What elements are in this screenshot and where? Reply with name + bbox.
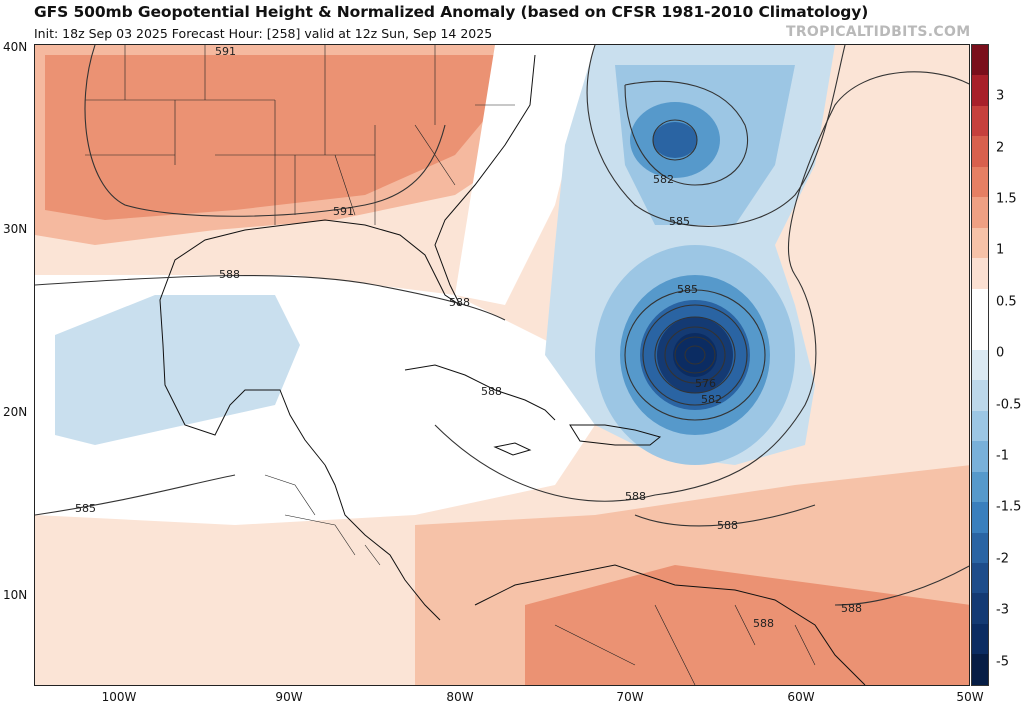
contour-labels: 591 582 585 591 588 588 585 588 576 582 …	[75, 45, 862, 630]
contour-label: 585	[677, 283, 698, 296]
map-canvas: 591 582 585 591 588 588 585 588 576 582 …	[35, 45, 969, 685]
colorbar-segment	[972, 105, 988, 137]
south-america-lines	[554, 604, 816, 685]
hispaniola-coast	[569, 424, 662, 446]
contour-label: 588	[717, 519, 738, 532]
contour-label: 588	[841, 602, 862, 615]
colorbar-segment	[972, 349, 988, 381]
colorbar-label: -5	[996, 654, 1009, 670]
colorbar-label: 2	[996, 140, 1005, 156]
central-america-lines	[264, 474, 381, 566]
contour-588-south	[634, 504, 816, 527]
cuba-coast	[404, 364, 556, 421]
contour-label: 588	[449, 296, 470, 309]
colorbar-segment	[972, 75, 988, 106]
contour-582-north	[624, 80, 749, 186]
colorbar-label: -3	[996, 602, 1009, 618]
south-america-coast	[474, 564, 866, 685]
forecast-subtitle: Init: 18z Sep 03 2025 Forecast Hour: [25…	[34, 26, 493, 41]
colorbar-label: -1	[996, 448, 1009, 464]
contour-label: 582	[653, 173, 674, 186]
height-contours	[35, 45, 969, 606]
colorbar-segment	[972, 319, 988, 350]
lon-label-90w: 90W	[275, 690, 303, 704]
anomaly-colorbar	[971, 44, 989, 686]
lon-label-100w: 100W	[101, 690, 137, 704]
contour-label: 591	[333, 205, 354, 218]
colorbar-label: 0.5	[996, 294, 1017, 310]
colorbar-label: 3	[996, 88, 1005, 104]
contour-573-low	[674, 336, 716, 374]
lon-label-80w: 80W	[446, 690, 474, 704]
brand-watermark: TROPICALTIDBITS.COM	[786, 24, 971, 40]
anomaly-neutral-east	[455, 45, 595, 305]
colorbar-segment	[972, 197, 988, 228]
contour-579-low	[654, 316, 736, 394]
colorbar-segment	[972, 166, 988, 198]
contour-label: 585	[669, 215, 690, 228]
contour-570-low	[684, 345, 706, 365]
contour-label: 591	[215, 45, 236, 58]
contour-label: 588	[219, 268, 240, 281]
colorbar-label: 1	[996, 242, 1005, 258]
lon-label-70w: 70W	[616, 690, 644, 704]
contour-north-low-center	[652, 119, 698, 161]
contour-label: 588	[753, 617, 774, 630]
colorbar-label: -2	[996, 551, 1009, 567]
lat-label-20n: 20N	[3, 405, 28, 419]
colorbar-segment	[972, 654, 988, 685]
us-state-lines	[85, 45, 515, 225]
colorbar-segment	[972, 45, 988, 76]
contour-588-se	[834, 565, 969, 606]
lon-label-50w: 50W	[956, 690, 984, 704]
colorbar-segment	[972, 227, 988, 259]
colorbar-segment	[972, 441, 988, 472]
contour-label: 576	[695, 377, 716, 390]
contour-label: 588	[625, 490, 646, 503]
contour-576-low	[664, 326, 726, 384]
north-america-coast	[159, 54, 536, 466]
colorbar-segment	[972, 136, 988, 167]
colorbar-segment	[972, 380, 988, 411]
anomaly-positive-south-core	[525, 565, 969, 685]
contour-label: 582	[701, 393, 722, 406]
contour-588-west	[35, 275, 506, 321]
jamaica-coast	[493, 442, 532, 456]
contour-585-west	[35, 474, 236, 516]
political-boundaries	[85, 45, 816, 685]
colorbar-segment	[972, 593, 988, 624]
contour-label: 588	[481, 385, 502, 398]
lat-label-40n: 40N	[3, 40, 28, 54]
anomaly-south-low-center	[673, 333, 717, 377]
anomaly-map: 591 582 585 591 588 588 585 588 576 582 …	[34, 44, 970, 686]
lat-label-10n: 10N	[3, 588, 28, 602]
anomaly-weak-negative-gulf	[55, 295, 300, 445]
colorbar-segment	[972, 410, 988, 442]
colorbar-label: 1.5	[996, 191, 1017, 207]
colorbar-label: -0.5	[996, 397, 1022, 413]
contour-585-low	[624, 289, 766, 421]
colorbar-segment	[972, 532, 988, 563]
contour-591-north	[84, 45, 446, 217]
anomaly-north-low-center	[653, 122, 697, 158]
colorbar-segment	[972, 502, 988, 533]
contour-588-east	[434, 71, 969, 502]
colorbar-segment	[972, 623, 988, 655]
contour-582-low	[642, 304, 748, 406]
coastlines	[159, 54, 866, 685]
contour-label: 585	[75, 502, 96, 515]
lat-label-30n: 30N	[3, 222, 28, 236]
colorbar-label: 0	[996, 345, 1005, 361]
lon-label-60w: 60W	[787, 690, 815, 704]
colorbar-segment	[972, 288, 988, 320]
colorbar-segment	[972, 471, 988, 503]
colorbar-segment	[972, 562, 988, 594]
colorbar-segment	[972, 258, 988, 289]
central-america-coast	[324, 464, 441, 621]
map-title: GFS 500mb Geopotential Height & Normaliz…	[34, 3, 869, 21]
colorbar-label: -1.5	[996, 499, 1022, 515]
